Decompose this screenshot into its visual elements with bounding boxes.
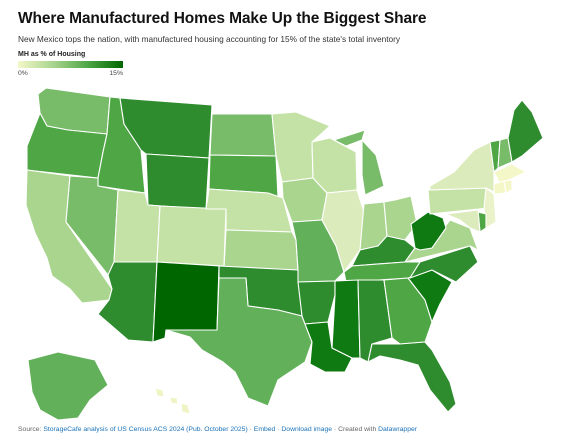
state-north-dakota[interactable] [209, 113, 277, 157]
legend-gradient-bar [18, 61, 123, 68]
legend-min-label: 0% [18, 70, 28, 77]
source-label: Source: [18, 426, 42, 433]
state-new-jersey[interactable] [483, 187, 497, 229]
state-mississippi[interactable] [331, 279, 361, 359]
state-pennsylvania[interactable] [427, 187, 489, 215]
legend-max-label: 15% [109, 70, 123, 77]
footer-separator: · [333, 426, 337, 433]
state-arkansas[interactable] [297, 280, 336, 325]
state-maine[interactable] [507, 99, 544, 163]
source-footer: Source: StorageCafe analysis of US Censu… [18, 426, 417, 433]
map-subtitle: New Mexico tops the nation, with manufac… [18, 34, 401, 44]
state-texas[interactable] [165, 277, 313, 407]
state-alaska[interactable] [27, 351, 109, 421]
state-hawaii[interactable] [154, 387, 191, 415]
state-illinois[interactable] [321, 189, 365, 273]
embed-link[interactable]: Embed [253, 426, 276, 433]
state-rhode-island[interactable] [503, 179, 513, 194]
state-wyoming[interactable] [145, 153, 210, 210]
state-new-york[interactable] [429, 141, 495, 193]
state-kansas[interactable] [223, 229, 299, 271]
state-colorado[interactable] [156, 205, 227, 267]
state-florida[interactable] [367, 341, 457, 413]
legend-labels: 0% 15% [18, 70, 128, 79]
source-link[interactable]: StorageCafe analysis of US Census ACS 20… [43, 426, 248, 433]
map-title: Where Manufactured Homes Make Up the Big… [18, 10, 427, 27]
state-maryland[interactable] [445, 209, 481, 233]
state-wisconsin[interactable] [311, 137, 358, 194]
footer-separator: · [277, 426, 280, 433]
legend-title: MH as % of Housing [18, 51, 86, 58]
state-louisiana[interactable] [304, 321, 353, 373]
created-with-label: Created with [338, 426, 377, 433]
download-image-link[interactable]: Download image [281, 426, 333, 433]
state-michigan[interactable] [333, 129, 385, 196]
datawrapper-link[interactable]: Datawrapper [378, 426, 418, 433]
color-legend: MH as % of Housing 0% 15% [18, 51, 128, 79]
state-massachusetts[interactable] [493, 163, 527, 185]
state-north-carolina[interactable] [409, 245, 479, 283]
footer-separator: · [249, 426, 252, 433]
